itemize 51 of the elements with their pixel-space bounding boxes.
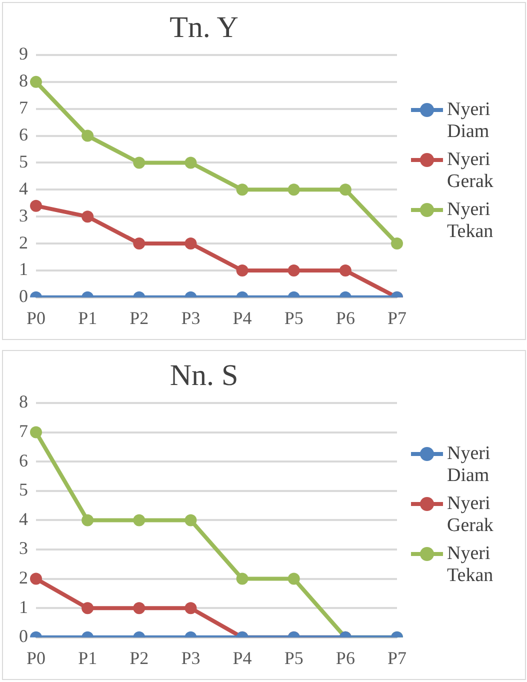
x-tick-label: P6 bbox=[336, 308, 355, 328]
y-tick-label: 0 bbox=[19, 286, 28, 306]
y-tick-label: 7 bbox=[19, 421, 28, 442]
x-tick-label: P2 bbox=[130, 648, 149, 668]
point bbox=[236, 184, 248, 196]
y-tick-label: 0 bbox=[19, 626, 28, 646]
legend-label: Nyeri Gerak bbox=[447, 493, 494, 537]
y-tick-label: 1 bbox=[19, 259, 28, 280]
chart-title: Tn. Y bbox=[170, 10, 238, 44]
y-tick-label: 2 bbox=[19, 232, 28, 252]
legend-label: Nyeri Diam bbox=[447, 443, 492, 487]
y-tick-label: 5 bbox=[19, 151, 28, 172]
y-tick-label: 3 bbox=[19, 205, 28, 226]
x-tick-label: P1 bbox=[78, 308, 98, 328]
point bbox=[339, 184, 352, 196]
x-tick-label: P4 bbox=[232, 308, 252, 328]
x-tick-label: P2 bbox=[130, 308, 149, 328]
x-tick-label: P0 bbox=[26, 308, 46, 328]
x-tick-label: P7 bbox=[387, 648, 407, 668]
x-tick-label: P4 bbox=[232, 648, 252, 668]
point bbox=[82, 130, 94, 142]
y-tick-label: 3 bbox=[19, 538, 28, 558]
y-tick-label: 8 bbox=[19, 70, 28, 91]
x-tick-label: P0 bbox=[26, 648, 46, 668]
point bbox=[82, 210, 94, 223]
x-tick-label: P3 bbox=[181, 648, 200, 668]
legend-label: Nyeri Gerak bbox=[447, 149, 494, 193]
x-tick-label: P6 bbox=[336, 648, 355, 668]
x-tick-label: P3 bbox=[181, 308, 200, 328]
legend-label: Nyeri Diam bbox=[447, 99, 492, 143]
y-tick-label: 7 bbox=[19, 98, 28, 118]
y-tick-label: 9 bbox=[19, 44, 28, 64]
x-tick-label: P1 bbox=[78, 648, 98, 668]
y-tick-label: 8 bbox=[19, 392, 28, 412]
x-tick-label: P5 bbox=[284, 648, 304, 668]
y-tick-label: 6 bbox=[19, 124, 28, 145]
x-tick-label: P5 bbox=[284, 308, 304, 328]
y-tick-label: 5 bbox=[19, 480, 28, 500]
point bbox=[184, 156, 197, 169]
point bbox=[30, 200, 42, 212]
x-tick-label: P7 bbox=[387, 308, 407, 328]
y-tick-label: 1 bbox=[19, 596, 28, 617]
legend-label: Nyeri Tekan bbox=[447, 199, 494, 243]
chart-title: Nn. S bbox=[170, 358, 238, 392]
y-tick-label: 4 bbox=[19, 178, 28, 198]
legend-label: Nyeri Tekan bbox=[447, 543, 494, 587]
point bbox=[133, 156, 146, 169]
y-tick-label: 4 bbox=[19, 508, 28, 529]
point bbox=[288, 184, 300, 196]
y-tick-label: 2 bbox=[19, 568, 28, 588]
y-tick-label: 6 bbox=[19, 450, 28, 470]
